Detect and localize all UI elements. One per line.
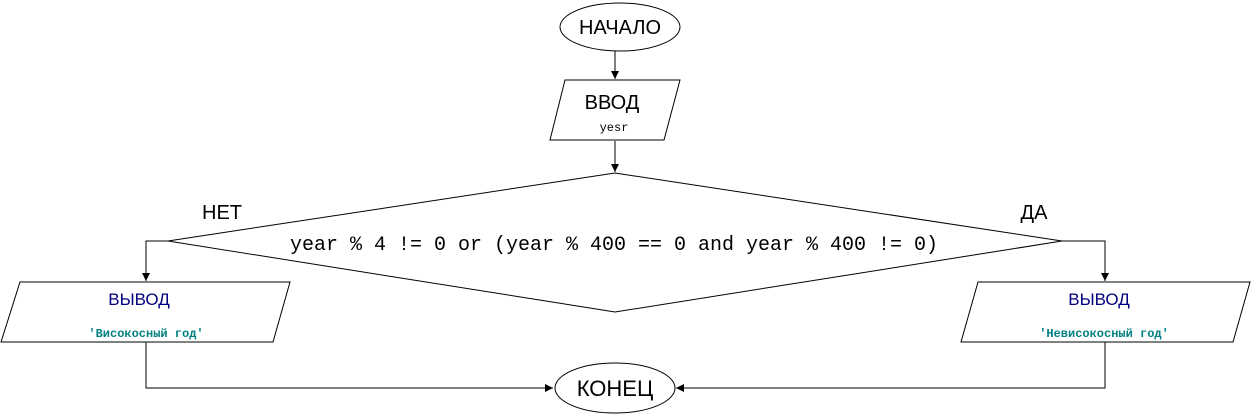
output-right-value: 'Невисокосный год' bbox=[1039, 327, 1169, 341]
start-shape bbox=[559, 2, 681, 52]
arrow-condition-yes-branch bbox=[1062, 240, 1109, 281]
arrow-condition-no-branch bbox=[142, 240, 168, 281]
output-right-shape bbox=[960, 281, 1251, 343]
branch-label-yes: ДА bbox=[1021, 202, 1049, 224]
start-label: НАЧАЛО bbox=[579, 17, 661, 39]
arrow-right-output-to-end bbox=[676, 342, 1106, 392]
condition-shape bbox=[167, 172, 1063, 313]
connectors bbox=[142, 51, 1109, 392]
input-variable: yesr bbox=[600, 121, 629, 135]
arrow-left-output-to-end bbox=[145, 342, 553, 392]
input-node: ВВОД yesr bbox=[549, 79, 681, 141]
input-label: ВВОД bbox=[585, 92, 640, 114]
output-left-shape bbox=[0, 281, 291, 343]
condition-node: year % 4 != 0 or (year % 400 == 0 and ye… bbox=[167, 172, 1063, 313]
output-left-label: ВЫВОД bbox=[108, 290, 170, 309]
output-left-value: 'Високосный год' bbox=[88, 327, 203, 341]
end-terminator: КОНЕЦ bbox=[554, 362, 676, 414]
output-right-label: ВЫВОД bbox=[1068, 290, 1130, 309]
end-label: КОНЕЦ bbox=[577, 376, 654, 401]
output-right-node: ВЫВОД 'Невисокосный год' bbox=[960, 281, 1251, 343]
condition-expression: year % 4 != 0 or (year % 400 == 0 and ye… bbox=[290, 234, 938, 257]
branch-label-no: НЕТ bbox=[202, 202, 242, 224]
end-shape bbox=[554, 362, 676, 414]
start-terminator: НАЧАЛО bbox=[559, 2, 681, 52]
input-shape bbox=[549, 79, 681, 141]
output-left-node: ВЫВОД 'Високосный год' bbox=[0, 281, 291, 343]
